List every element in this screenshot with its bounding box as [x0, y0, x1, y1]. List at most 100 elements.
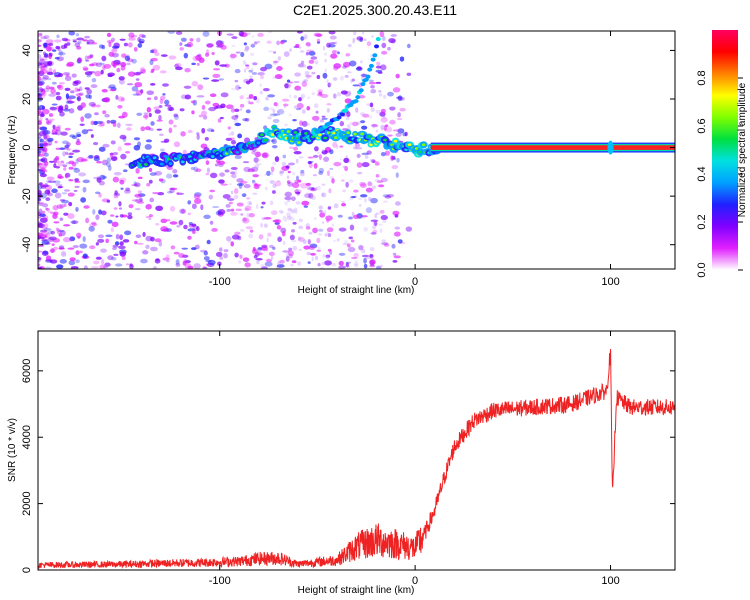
noise-speckle: [169, 221, 178, 225]
noise-speckle: [288, 162, 295, 166]
noise-speckle: [155, 223, 160, 226]
noise-speckle: [371, 225, 377, 230]
noise-speckle: [104, 262, 111, 267]
noise-speckle: [259, 90, 263, 95]
noise-speckle: [106, 32, 112, 38]
noise-speckle: [357, 38, 361, 42]
noise-speckle: [371, 255, 374, 261]
noise-speckle: [167, 190, 173, 194]
noise-speckle: [225, 204, 231, 208]
noise-speckle: [40, 94, 46, 99]
noise-speckle: [146, 97, 152, 101]
noise-speckle: [211, 227, 218, 232]
noise-speckle: [285, 165, 290, 169]
noise-speckle: [372, 221, 375, 225]
noise-speckle: [137, 190, 142, 194]
noise-speckle: [361, 215, 365, 220]
noise-speckle: [205, 263, 210, 266]
noise-speckle: [234, 108, 240, 113]
noise-speckle: [56, 34, 60, 39]
noise-speckle: [321, 183, 326, 186]
noise-speckle: [236, 202, 244, 207]
noise-speckle: [273, 102, 278, 107]
noise-speckle: [179, 47, 184, 51]
noise-speckle: [74, 178, 80, 182]
noise-speckle: [318, 170, 324, 176]
noise-speckle: [162, 257, 170, 261]
noise-speckle: [41, 157, 48, 163]
noise-speckle: [104, 113, 110, 118]
noise-speckle: [65, 93, 70, 100]
noise-speckle: [331, 224, 334, 227]
noise-speckle: [243, 184, 251, 189]
noise-speckle: [167, 31, 176, 34]
noise-speckle: [235, 84, 240, 91]
noise-speckle: [317, 151, 321, 155]
noise-speckle: [317, 246, 321, 250]
noise-speckle: [352, 121, 359, 127]
noise-speckle: [153, 96, 158, 101]
noise-speckle: [354, 143, 361, 148]
noise-speckle: [152, 191, 159, 195]
noise-speckle: [244, 64, 250, 67]
noise-speckle: [82, 67, 89, 71]
noise-speckle: [282, 250, 290, 253]
noise-speckle: [329, 42, 337, 45]
noise-speckle: [50, 248, 55, 253]
noise-speckle: [210, 129, 215, 132]
noise-speckle: [304, 74, 313, 78]
noise-speckle: [202, 31, 210, 37]
noise-speckle: [215, 210, 222, 216]
noise-speckle: [75, 131, 82, 138]
noise-speckle: [253, 41, 258, 45]
noise-speckle: [287, 197, 291, 203]
noise-speckle: [363, 226, 369, 232]
noise-speckle: [300, 60, 305, 65]
noise-speckle: [345, 155, 348, 158]
noise-speckle: [346, 243, 351, 248]
noise-speckle: [59, 199, 66, 202]
noise-speckle: [114, 190, 118, 196]
noise-speckle: [62, 108, 70, 112]
noise-speckle: [41, 210, 46, 214]
noise-speckle: [145, 216, 152, 219]
noise-speckle: [40, 112, 44, 116]
noise-speckle: [94, 191, 101, 195]
noise-speckle: [389, 119, 396, 125]
noise-speckle: [277, 236, 283, 243]
noise-speckle: [275, 103, 280, 108]
snr-plot-area: [38, 331, 675, 570]
noise-speckle: [273, 51, 277, 54]
noise-speckle: [179, 108, 185, 112]
noise-speckle: [274, 218, 282, 224]
spectrogram-y-tick-label: 0: [21, 145, 33, 151]
noise-speckle: [296, 102, 304, 109]
noise-speckle: [115, 95, 119, 100]
noise-speckle: [217, 118, 222, 123]
noise-speckle: [40, 64, 46, 69]
noise-speckle: [231, 44, 236, 47]
noise-speckle: [366, 150, 372, 155]
noise-speckle: [166, 219, 171, 222]
noise-speckle: [272, 118, 280, 124]
noise-speckle: [90, 120, 95, 126]
noise-speckle: [248, 69, 253, 73]
noise-speckle: [149, 172, 157, 176]
noise-speckle: [339, 158, 342, 161]
noise-speckle: [48, 118, 55, 121]
noise-speckle: [382, 35, 386, 42]
noise-speckle: [55, 45, 60, 50]
ridge-blob-core: [328, 127, 333, 131]
noise-speckle: [59, 111, 65, 117]
noise-speckle: [64, 173, 68, 179]
noise-speckle: [374, 162, 380, 166]
noise-speckle: [229, 53, 237, 59]
noise-speckle: [38, 80, 45, 86]
noise-speckle: [370, 89, 377, 94]
noise-speckle: [293, 207, 298, 213]
noise-speckle: [230, 52, 233, 56]
noise-speckle: [159, 95, 166, 101]
noise-speckle: [340, 90, 348, 95]
noise-speckle: [42, 75, 49, 80]
